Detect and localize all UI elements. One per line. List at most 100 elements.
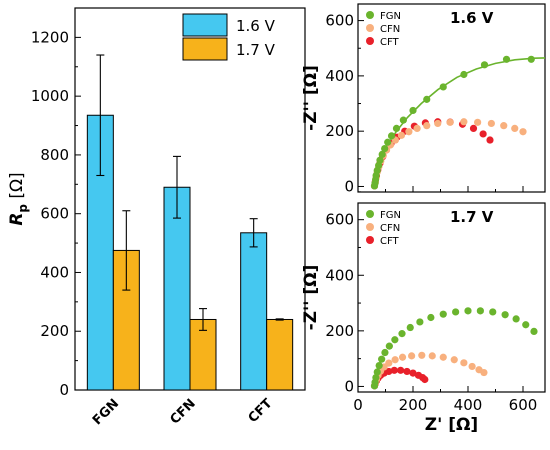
point-CFN — [500, 122, 508, 130]
point-CFT — [390, 366, 398, 374]
bar-17V-CFT — [266, 318, 294, 391]
y-tick-label: 800 — [40, 146, 69, 164]
point-CFN — [439, 353, 447, 361]
point-CFT — [421, 375, 429, 384]
point-CFN — [487, 119, 495, 128]
point-FGN — [381, 144, 389, 153]
point-FGN — [406, 323, 414, 332]
point-CFN — [480, 368, 488, 377]
x-category-label: CFT — [246, 396, 276, 426]
point-CFN — [397, 131, 406, 139]
legend-label: CFT — [380, 37, 400, 48]
y-tick-label: 1200 — [31, 28, 69, 46]
point-FGN — [427, 313, 435, 322]
y-tick-label: 400 — [325, 266, 354, 284]
point-FGN — [439, 310, 447, 318]
point-CFT — [385, 367, 393, 376]
y-axis-label: -Z'' [Ω] — [301, 65, 321, 131]
y-tick-label: 400 — [40, 263, 69, 281]
y-axis-label: Rp [Ω] — [7, 172, 30, 225]
legend-label: CFN — [380, 24, 400, 35]
y-axis-label: -Z'' [Ω] — [301, 265, 321, 331]
point-FGN — [527, 55, 535, 63]
legend-marker — [366, 24, 374, 32]
bar-16V-CFN — [163, 186, 191, 391]
point-CFN — [434, 119, 442, 128]
y-tick-label: 600 — [40, 205, 69, 223]
y-tick-label: 200 — [325, 322, 354, 340]
legend-label: CFN — [380, 223, 400, 234]
y-tick-label: 200 — [40, 322, 69, 340]
legend-label: FGN — [380, 11, 401, 22]
legend-label: CFT — [380, 236, 400, 247]
point-CFN — [511, 124, 519, 133]
point-FGN — [416, 318, 424, 326]
x-tick-label: 600 — [509, 396, 538, 414]
point-FGN — [372, 373, 380, 382]
point-CFT — [397, 366, 405, 374]
point-FGN — [522, 321, 530, 329]
y-tick-label: 1000 — [31, 87, 69, 105]
x-category-label: CFN — [167, 396, 198, 427]
point-FGN — [376, 156, 384, 164]
y-axis-label-unit: [Ω] — [7, 172, 27, 204]
point-FGN — [375, 361, 383, 370]
point-CFT — [403, 367, 411, 376]
legend-label: 1.7 V — [236, 41, 276, 59]
point-FGN — [392, 124, 401, 133]
y-tick-label: 0 — [344, 377, 354, 395]
point-FGN — [378, 150, 386, 158]
legend-marker — [366, 236, 374, 244]
legend-label: 1.6 V — [236, 17, 276, 35]
point-CFT — [469, 124, 478, 133]
point-CFN — [405, 128, 413, 136]
point-CFN — [398, 353, 407, 361]
bar-16V-CFT — [240, 232, 268, 391]
point-CFN — [460, 359, 468, 367]
legend-marker — [366, 37, 374, 45]
legend-marker — [366, 223, 374, 231]
point-FGN — [501, 311, 509, 319]
point-CFN — [418, 351, 426, 359]
nyquist-plot-1-6v: 0 200 400 600 -Z'' [Ω] 1.6 V FGN CFN CFT — [301, 3, 546, 195]
point-CFN — [428, 352, 436, 360]
point-FGN — [530, 327, 538, 336]
point-FGN — [381, 348, 389, 357]
y-axis-label-symbol: R — [7, 213, 27, 226]
plot-frame — [357, 202, 546, 393]
panel-title: 1.6 V — [450, 9, 494, 27]
point-FGN — [378, 355, 386, 363]
point-FGN — [439, 83, 447, 91]
point-FGN — [409, 106, 417, 115]
x-axis-label: Z' [Ω] — [425, 415, 478, 435]
point-CFN — [408, 352, 416, 360]
y-tick-label: 200 — [325, 122, 354, 140]
y-tick-label: 0 — [59, 381, 69, 399]
point-CFN — [474, 118, 482, 126]
point-FGN — [391, 336, 399, 344]
point-CFN — [460, 118, 468, 126]
point-FGN — [502, 55, 511, 63]
plot-frame — [357, 3, 546, 193]
point-FGN — [373, 368, 381, 376]
point-CFT — [409, 369, 417, 377]
point-FGN — [385, 342, 393, 350]
point-FGN — [460, 70, 468, 79]
x-tick-label: 200 — [399, 396, 428, 414]
point-CFN — [413, 124, 421, 133]
point-FGN — [384, 138, 392, 146]
point-FGN — [423, 95, 431, 103]
panel-title: 1.7 V — [450, 208, 494, 226]
nyquist-plot-1-7v: 0 200 400 600 0 200 400 600 -Z'' [Ω] Z' [Ω] 1.7 V F… — [301, 191, 546, 435]
point-CFT — [479, 130, 487, 138]
y-tick-label: 600 — [325, 12, 354, 30]
y-axis-label-subscript: p — [16, 204, 30, 213]
point-FGN — [480, 61, 489, 69]
point-FGN — [387, 132, 396, 140]
legend-marker — [366, 210, 374, 218]
point-FGN — [452, 308, 460, 316]
point-CFN — [468, 362, 476, 371]
point-CFN — [423, 122, 431, 130]
point-FGN — [398, 330, 406, 338]
